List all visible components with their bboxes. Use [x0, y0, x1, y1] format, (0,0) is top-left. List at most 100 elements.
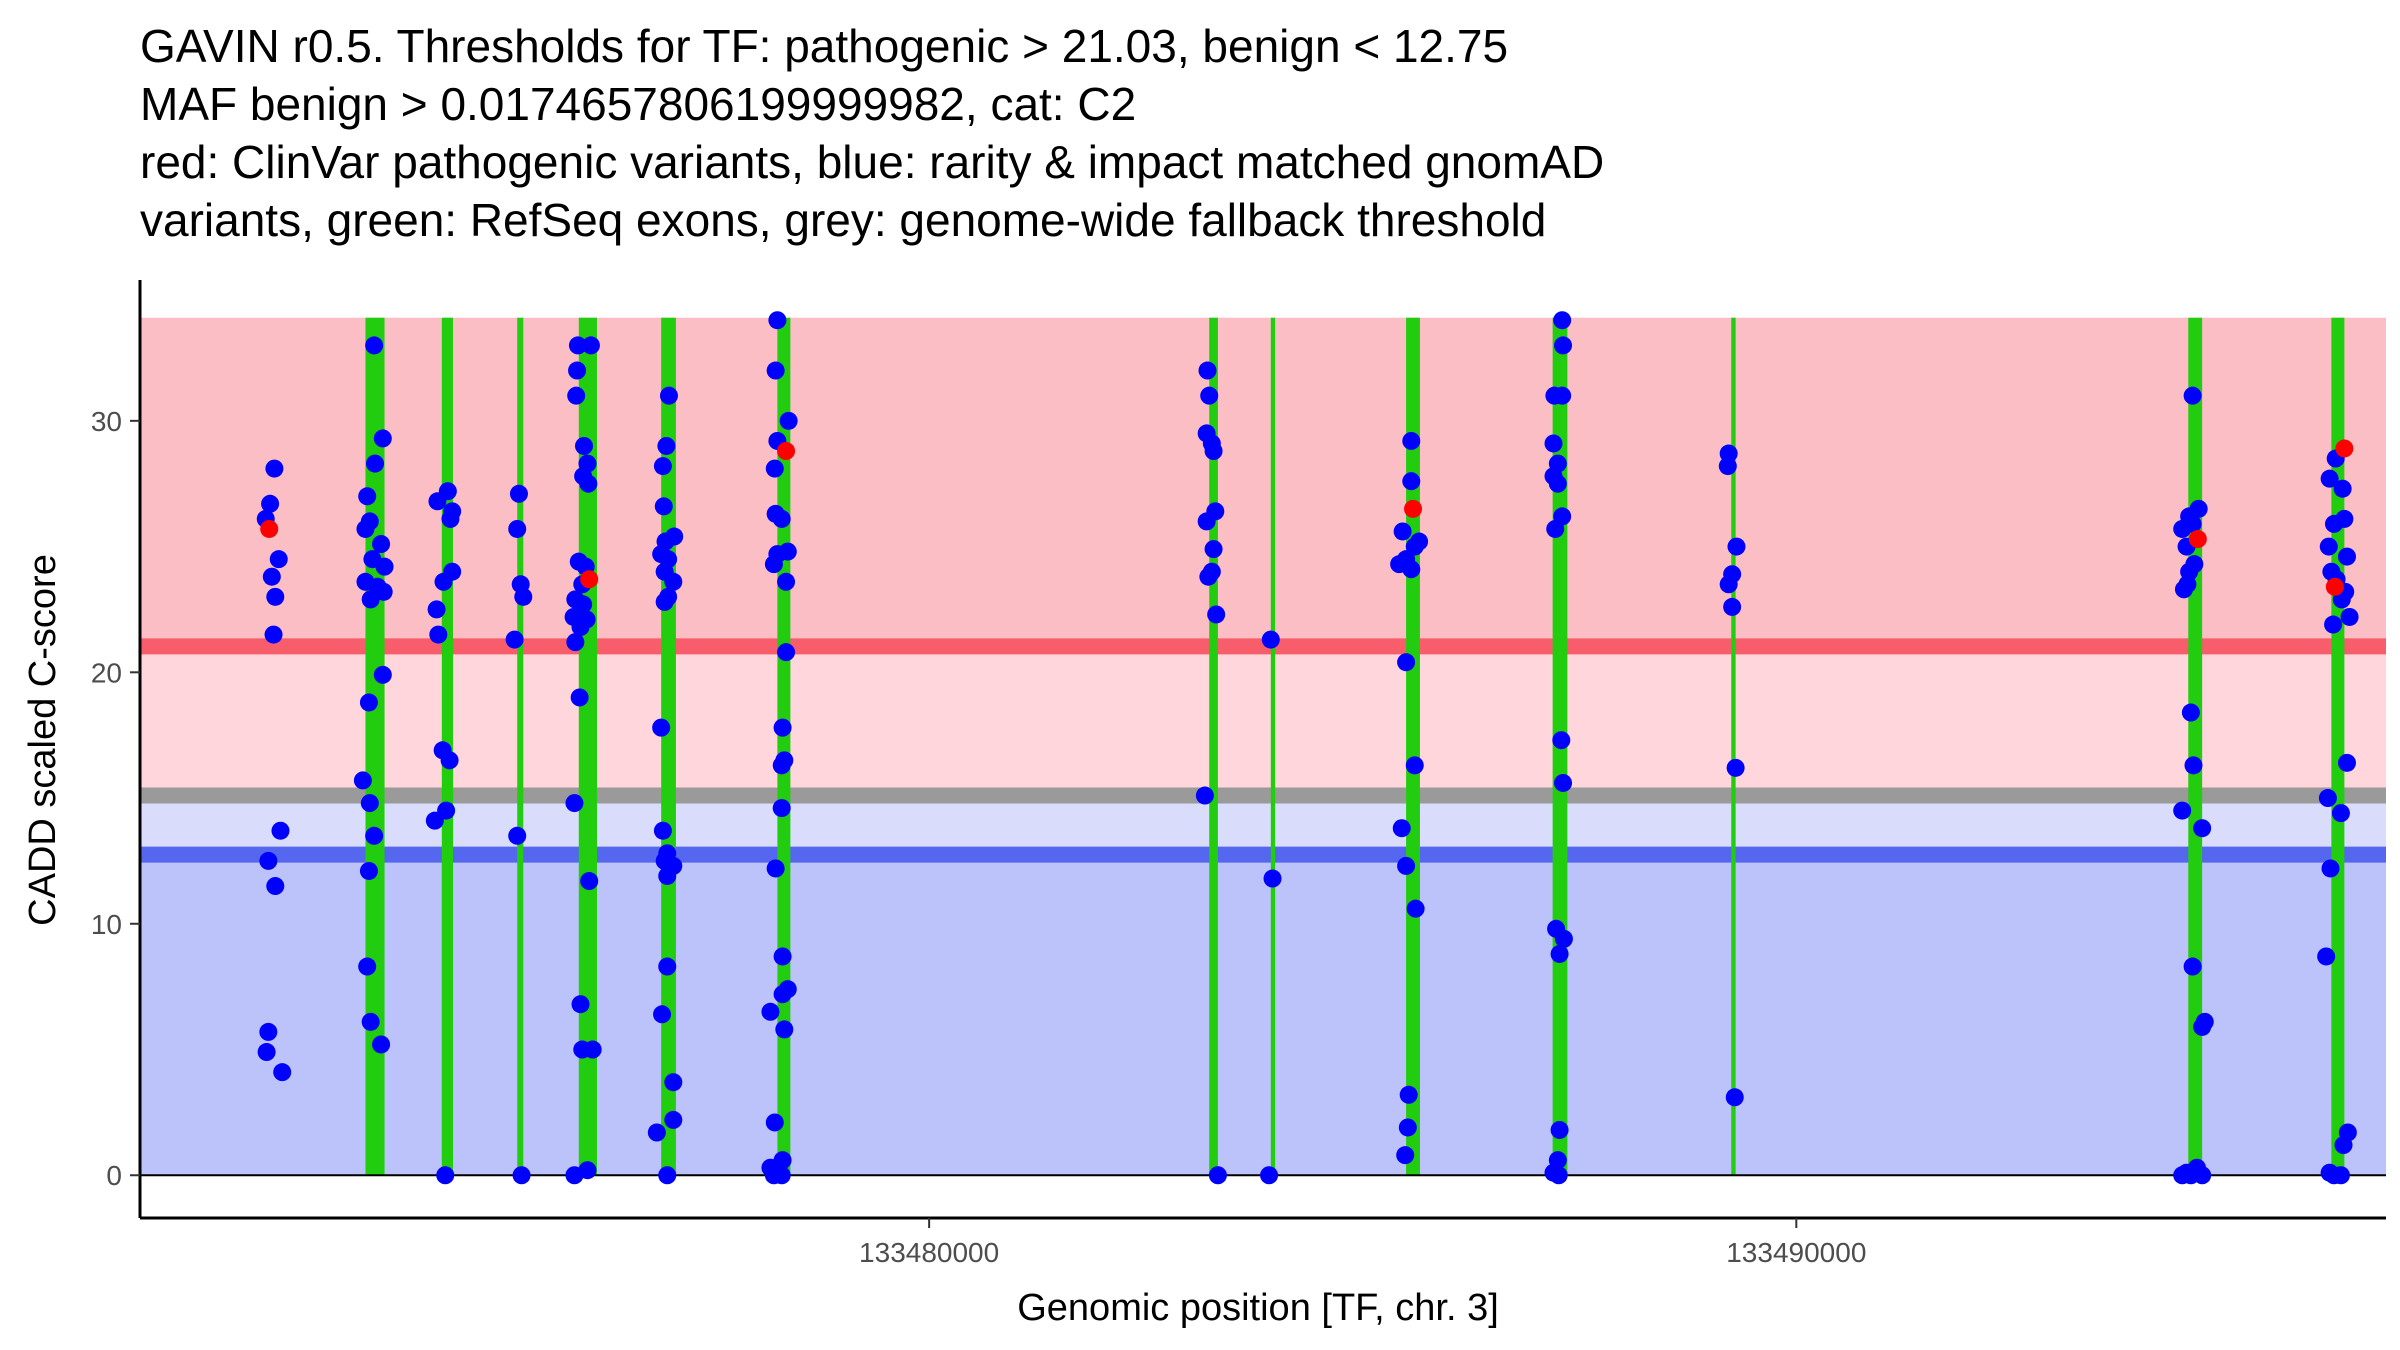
- gnomad-point-78: [583, 1040, 602, 1059]
- gnomad-point-189: [1723, 597, 1742, 616]
- gnomad-point-172: [1548, 474, 1567, 493]
- gnomad-point-27: [373, 665, 392, 684]
- gnomad-point-5: [262, 567, 281, 586]
- gnomad-point-201: [2174, 580, 2193, 599]
- gnomad-point-103: [647, 1123, 666, 1142]
- title-line-3: red: ClinVar pathogenic variants, blue: …: [140, 136, 1604, 188]
- gnomad-point-163: [1398, 1118, 1417, 1137]
- gnomad-point-8: [271, 821, 290, 840]
- gnomad-point-137: [1204, 442, 1223, 461]
- gnomad-point-26: [361, 590, 380, 609]
- gnomad-point-109: [765, 459, 784, 478]
- gnomad-point-98: [658, 866, 677, 885]
- gnomad-point-145: [1208, 1166, 1227, 1185]
- gnomad-point-120: [772, 799, 791, 818]
- gnomad-point-31: [365, 826, 384, 845]
- series-clinvar: [260, 439, 2354, 596]
- gnomad-point-104: [658, 1166, 677, 1185]
- gnomad-point-80: [565, 1166, 584, 1185]
- gnomad-point-216: [2333, 479, 2352, 498]
- clinvar-point-7: [2335, 439, 2354, 458]
- gnomad-point-164: [1396, 1146, 1415, 1165]
- gnomad-point-186: [1727, 537, 1746, 556]
- gnomad-point-55: [512, 1166, 531, 1185]
- gnomad-point-144: [1195, 786, 1214, 805]
- gnomad-point-196: [2173, 519, 2192, 538]
- threshold-bands: [140, 317, 2386, 1176]
- gnomad-point-59: [567, 386, 586, 405]
- gnomad-point-124: [773, 985, 792, 1004]
- gnomad-point-204: [2173, 801, 2192, 820]
- gnomad-point-106: [779, 411, 798, 430]
- gnomad-point-151: [1393, 522, 1412, 541]
- gnomad-point-229: [2331, 804, 2350, 823]
- gnomad-point-81: [659, 386, 678, 405]
- gnomad-point-75: [580, 872, 599, 891]
- gnomad-point-30: [360, 794, 379, 813]
- gnomad-point-52: [514, 587, 533, 606]
- gnomad-point-225: [2340, 607, 2359, 626]
- x-axis-title: Genomic position [TF, chr. 3]: [1017, 1287, 1499, 1329]
- gnomad-point-122: [773, 947, 792, 966]
- gnomad-point-215: [2320, 469, 2339, 488]
- gnomad-point-100: [653, 1005, 672, 1024]
- gnomad-point-161: [1406, 899, 1425, 918]
- gnomad-point-54: [508, 826, 527, 845]
- clinvar-point-3: [777, 442, 796, 461]
- gnomad-point-212: [2193, 1166, 2212, 1185]
- gnomad-point-57: [581, 336, 600, 355]
- gnomad-point-140: [1204, 540, 1223, 559]
- gnomad-point-190: [1726, 758, 1745, 777]
- benign-zone: [140, 854, 2386, 1176]
- gnomad-point-16: [366, 454, 385, 473]
- axes: 0 10 20 30 133480000 133490000: [91, 280, 2386, 1268]
- gnomad-point-102: [664, 1110, 683, 1129]
- gnomad-point-202: [2181, 703, 2200, 722]
- gnomad-point-183: [1549, 1166, 1568, 1185]
- gnomad-point-146: [1261, 630, 1280, 649]
- gnomad-point-9: [259, 851, 278, 870]
- gnomad-point-15: [373, 429, 392, 448]
- title-line-2: MAF benign > 0.0174657806199999982, cat:…: [140, 78, 1136, 130]
- gnomad-point-168: [1553, 386, 1572, 405]
- gnomad-point-1: [265, 459, 284, 478]
- gnomad-point-116: [777, 643, 796, 662]
- gnomad-point-72: [566, 633, 585, 652]
- gnomad-point-68: [574, 595, 593, 614]
- clinvar-point-6: [2325, 577, 2344, 596]
- gnomad-point-228: [2318, 789, 2337, 808]
- gnomad-point-174: [1546, 519, 1565, 538]
- plot-area: [140, 311, 2386, 1185]
- gnomad-point-99: [658, 957, 677, 976]
- gnomad-point-203: [2184, 756, 2203, 775]
- gnomad-point-92: [655, 592, 674, 611]
- gnomad-point-236: [2331, 1166, 2350, 1185]
- gnomad-point-233: [2334, 1136, 2353, 1155]
- exon-11: [1731, 317, 1736, 1176]
- x-tick-label-2: 133490000: [1726, 1237, 1866, 1268]
- benign-upper-zone: [140, 798, 2386, 855]
- gnomad-point-45: [440, 751, 459, 770]
- gnomad-point-205: [2193, 819, 2212, 838]
- gnomad-point-194: [2189, 499, 2208, 518]
- gnomad-point-2: [261, 494, 280, 513]
- gnomad-point-185: [1718, 457, 1737, 476]
- clinvar-point-1: [260, 519, 279, 538]
- gnomad-point-74: [565, 794, 584, 813]
- gnomad-point-126: [775, 1020, 794, 1039]
- gnomad-point-191: [1725, 1088, 1744, 1107]
- gnomad-point-178: [1554, 929, 1573, 948]
- gnomad-point-218: [2324, 514, 2343, 533]
- variant-points: [256, 311, 2359, 1185]
- y-tick-label-0: 0: [106, 1160, 122, 1191]
- y-tick-label-30: 30: [91, 406, 122, 437]
- x-axis-ticks: 133480000 133490000: [859, 1218, 1866, 1268]
- gnomad-point-34: [361, 1012, 380, 1031]
- gnomad-point-58: [568, 361, 587, 380]
- gnomad-point-125: [761, 1002, 780, 1021]
- gnomad-point-175: [1552, 731, 1571, 750]
- gnomad-point-71: [571, 618, 590, 637]
- intermediate-zone: [140, 646, 2386, 799]
- gnomad-point-35: [372, 1035, 391, 1054]
